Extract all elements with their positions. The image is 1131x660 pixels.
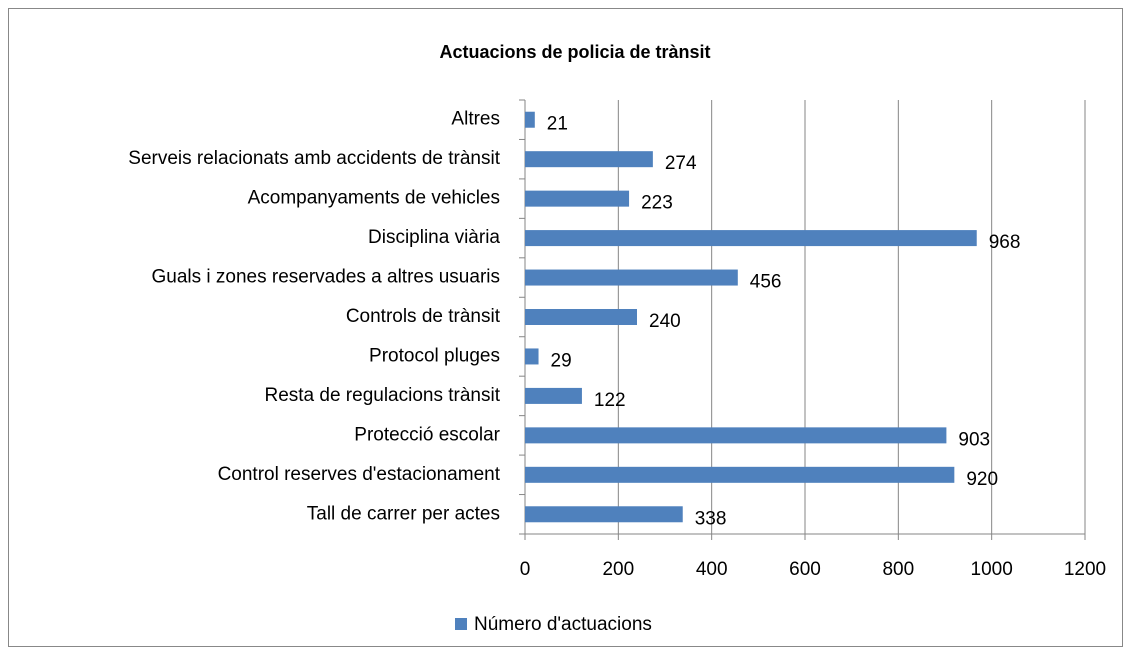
- bar: [525, 269, 738, 286]
- x-tick-label: 1200: [1064, 559, 1106, 580]
- y-tick-label: Acompanyaments de vehicles: [248, 188, 500, 209]
- bar: [525, 466, 955, 483]
- bar: [525, 190, 630, 207]
- y-tick-label: Controls de trànsit: [346, 306, 501, 327]
- data-label: 122: [594, 390, 626, 411]
- bar: [525, 348, 539, 365]
- y-tick-label: Protocol pluges: [369, 345, 500, 366]
- data-label: 240: [649, 311, 681, 332]
- bar: [525, 151, 653, 168]
- y-tick-label: Serveis relacionats amb accidents de trà…: [128, 148, 500, 169]
- x-tick-label: 200: [602, 559, 634, 580]
- y-tick-label: Altres: [451, 109, 500, 130]
- data-label: 920: [966, 469, 998, 490]
- chart-border: [8, 8, 1123, 647]
- legend-swatch: [455, 618, 467, 630]
- data-label: 274: [665, 153, 697, 174]
- bar: [525, 427, 947, 444]
- x-tick-label: 600: [789, 559, 821, 580]
- data-label: 903: [958, 429, 990, 450]
- bar: [525, 506, 683, 523]
- x-tick-label: 800: [882, 559, 914, 580]
- x-tick-label: 400: [696, 559, 728, 580]
- y-tick-label: Resta de regulacions trànsit: [264, 385, 500, 406]
- y-tick-label: Guals i zones reservades a altres usuari…: [152, 267, 501, 288]
- bar: [525, 111, 535, 128]
- bar: [525, 309, 637, 325]
- y-tick-label: Tall de carrer per actes: [307, 503, 500, 524]
- x-tick-label: 0: [520, 559, 531, 580]
- bar: [525, 230, 977, 247]
- data-label: 338: [695, 508, 727, 529]
- data-label: 21: [547, 114, 568, 135]
- bar: [525, 387, 582, 404]
- y-tick-label: Protecció escolar: [354, 424, 500, 445]
- data-label: 29: [551, 350, 572, 371]
- data-label: 223: [641, 193, 673, 214]
- legend-label: Número d'actuacions: [474, 614, 652, 635]
- data-label: 968: [989, 232, 1021, 253]
- y-tick-label: Disciplina viària: [368, 227, 500, 248]
- chart-title: Actuacions de policia de trànsit: [439, 42, 710, 62]
- data-label: 456: [750, 272, 782, 293]
- y-tick-label: Control reserves d'estacionament: [218, 464, 501, 485]
- x-tick-label: 1000: [971, 559, 1013, 580]
